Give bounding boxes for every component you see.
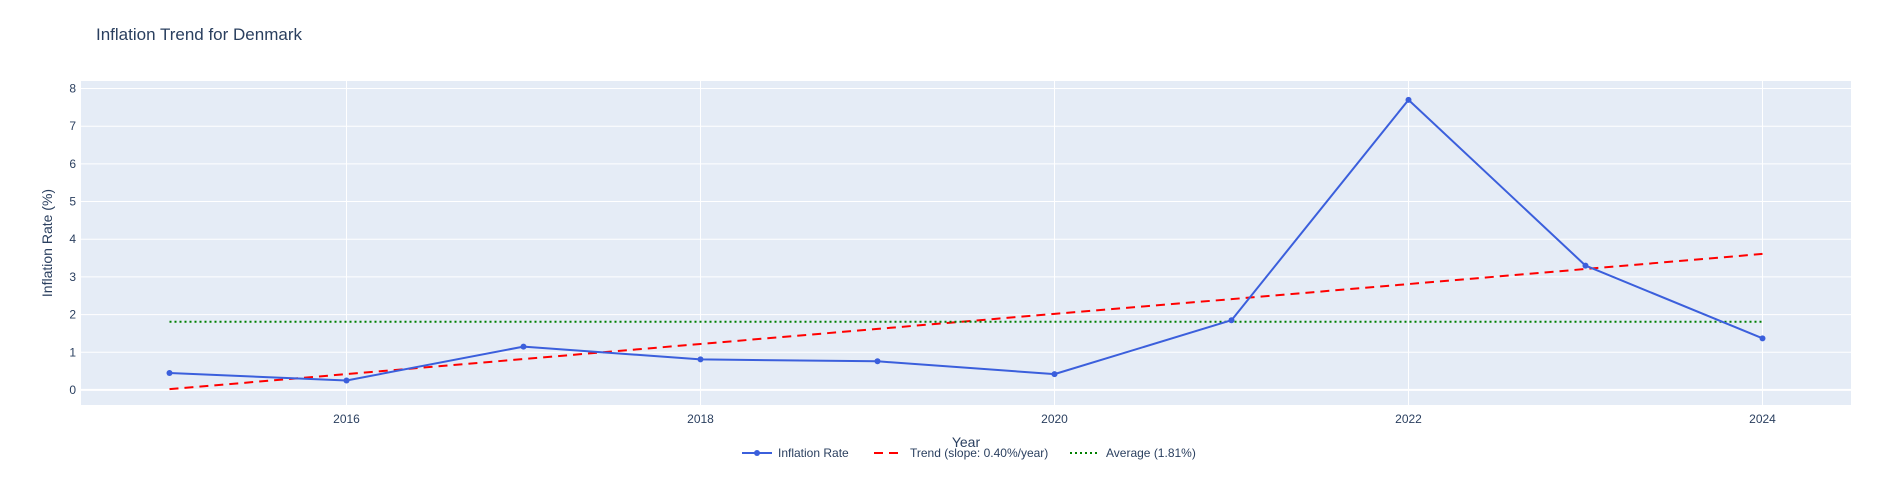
grid-lines bbox=[81, 81, 1851, 405]
y-axis-ticks: 0 1 2 3 4 5 6 7 8 bbox=[69, 82, 76, 397]
data-point bbox=[1405, 96, 1412, 103]
data-point bbox=[1051, 371, 1058, 378]
y-tick-label: 3 bbox=[69, 270, 76, 284]
x-axis-ticks: 2016 2018 2020 2022 2024 bbox=[333, 412, 1776, 426]
x-tick-label: 2018 bbox=[687, 412, 714, 426]
y-tick-label: 1 bbox=[69, 345, 76, 359]
legend-item-0[interactable]: Inflation Rate bbox=[742, 446, 849, 460]
legend-marker bbox=[754, 450, 760, 456]
data-point bbox=[166, 369, 173, 376]
x-tick-label: 2016 bbox=[333, 412, 360, 426]
data-point bbox=[343, 377, 350, 384]
legend-label: Trend (slope: 0.40%/year) bbox=[910, 446, 1048, 460]
legend: Inflation Rate Trend (slope: 0.40%/year) A… bbox=[742, 446, 1196, 460]
y-tick-label: 6 bbox=[69, 157, 76, 171]
legend-label: Inflation Rate bbox=[778, 446, 849, 460]
y-tick-label: 7 bbox=[69, 119, 76, 133]
x-tick-label: 2024 bbox=[1749, 412, 1776, 426]
chart-title: Inflation Trend for Denmark bbox=[96, 25, 302, 44]
data-point bbox=[1582, 262, 1589, 269]
data-point bbox=[874, 358, 881, 365]
y-tick-label: 0 bbox=[69, 383, 76, 397]
series-line-0 bbox=[169, 98, 1763, 382]
data-point bbox=[1759, 335, 1766, 342]
legend-label: Average (1.81%) bbox=[1106, 446, 1196, 460]
data-point bbox=[1228, 317, 1235, 324]
y-tick-label: 2 bbox=[69, 308, 76, 322]
x-tick-label: 2022 bbox=[1395, 412, 1422, 426]
x-tick-label: 2020 bbox=[1041, 412, 1068, 426]
data-point bbox=[520, 343, 527, 350]
legend-item-1[interactable]: Trend (slope: 0.40%/year) bbox=[874, 446, 1048, 460]
data-point bbox=[697, 356, 704, 363]
y-axis-title: Inflation Rate (%) bbox=[39, 189, 55, 297]
y-tick-label: 4 bbox=[69, 232, 76, 246]
y-tick-label: 8 bbox=[69, 82, 76, 96]
x-axis-title: Year bbox=[952, 434, 981, 450]
series-group bbox=[166, 96, 1766, 391]
plot-area bbox=[81, 81, 1851, 405]
legend-item-2[interactable]: Average (1.81%) bbox=[1070, 446, 1196, 460]
y-tick-label: 5 bbox=[69, 195, 76, 209]
